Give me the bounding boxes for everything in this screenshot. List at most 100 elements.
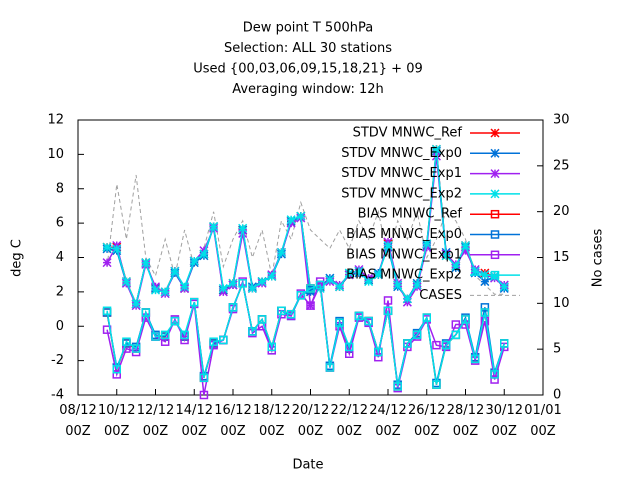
data-point [480,308,490,317]
data-point [131,344,141,353]
data-point [170,266,180,276]
data-point [248,327,257,336]
data-point [383,296,393,305]
data-point [228,303,238,312]
series [106,174,505,295]
data-point [490,271,500,281]
data-point [499,282,509,292]
y-tick-label: 10 [47,147,64,162]
data-point [228,278,238,288]
data-point [422,313,431,322]
legend-marker [490,250,500,260]
data-point [451,320,461,329]
data-point [412,330,422,340]
legend-marker [490,189,500,199]
x-axis-title: Date [292,458,323,473]
data-point [354,311,364,321]
x-tick-label: 30/12 00Z [485,403,523,439]
legend-label: BIAS MNWC_Exp0 [346,227,462,242]
x-tick-label: 14/12 00Z [175,403,213,439]
series [102,279,509,391]
y2-tick-label: 5 [553,342,561,357]
data-point [276,247,286,257]
data-point [441,251,451,261]
data-point [112,370,121,379]
legend-marker [490,148,500,158]
data-point [286,215,296,225]
data-point [461,315,470,324]
legend-marker [490,128,500,138]
y2-tick-label: 20 [553,204,570,219]
data-point [238,279,247,288]
data-point [141,258,151,268]
data-point [412,280,422,290]
x-tick-label: 20/12 00Z [291,403,330,439]
data-point [199,373,209,383]
data-point [160,287,170,297]
data-point [180,335,189,345]
data-point [432,340,441,350]
data-point [180,282,190,292]
data-point [112,364,121,374]
legend-label: CASES [419,288,462,303]
data-point [432,380,441,389]
data-point [151,332,160,341]
data-point [267,271,277,281]
data-point [286,309,296,319]
legend-label: STDV MNWC_Exp0 [341,146,462,161]
legend-label: BIAS MNWC_Exp1 [346,247,462,262]
data-point [112,244,122,254]
chart-title: Dew point T 500hPa [243,21,373,36]
x-tick-label: 22/12 00Z [330,403,368,439]
data-point [335,282,345,292]
y-tick-label: -2 [51,353,64,368]
x-tick-label: 08/12 00Z [59,403,97,439]
data-point [344,268,354,278]
legend-label: BIAS MNWC_Ref [358,207,463,222]
data-point [335,318,344,328]
data-point [374,347,383,357]
y-tick-label: 12 [47,113,64,128]
data-point [490,375,499,384]
data-point [480,316,490,326]
x-tick-label: 18/12 00Z [253,403,291,439]
y-tick-label: 2 [56,284,64,299]
data-point [403,339,412,348]
legend-marker [490,209,500,219]
data-point [170,316,180,326]
data-point [150,285,161,295]
data-point [315,280,325,290]
x-tick-label: 24/12 00Z [369,403,407,439]
legend-marker [490,270,500,280]
legend-marker [490,169,500,179]
data-point [470,354,480,364]
series [102,144,509,309]
legend-label: STDV MNWC_Ref [353,126,463,141]
data-point [209,222,219,232]
y2-tick-label: 30 [553,113,570,128]
data-point [383,306,393,316]
data-point [354,266,364,276]
data-point [306,284,315,293]
y2-tick-label: 15 [553,250,570,265]
data-point [199,390,209,400]
data-point [306,301,315,310]
data-point [451,261,461,271]
data-point [238,228,248,238]
data-point [383,240,393,250]
data-point [121,277,131,287]
data-point [393,280,403,290]
data-point [422,239,432,249]
data-point [470,266,480,276]
y-tick-label: -4 [51,388,64,403]
x-tick-label: 26/12 00Z [408,403,446,439]
x-tick-label: 10/12 00Z [98,403,136,439]
data-point [402,294,412,304]
data-point [209,337,218,346]
series-line [106,174,505,295]
data-point [345,342,354,352]
data-point [180,330,189,340]
data-point [325,275,335,285]
y-tick-label: 8 [56,181,64,196]
